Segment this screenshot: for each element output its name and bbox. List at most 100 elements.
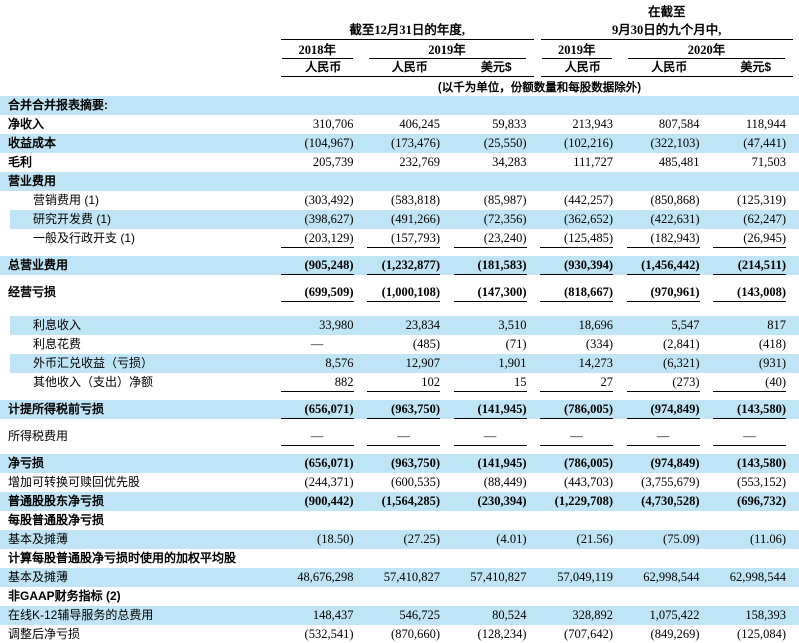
cell-value: 62,998,544 [626, 568, 713, 587]
cell-value-text: (141,945) [453, 400, 527, 419]
currency-label: 美元$ [740, 60, 772, 74]
row-label: 增加可转换可赎回优先股 [8, 475, 141, 489]
cell-value: (1,229,708) [540, 492, 627, 511]
cell-value: (970,961) [626, 283, 713, 302]
row-label: 普通股股东净亏损 [8, 494, 105, 508]
header-note-row: (以千为单位，份额数量和每股数据除外) [0, 80, 799, 96]
cell-value: 3,510 [453, 316, 540, 335]
table-row: 经营亏损 (699,509) (1,000,108) (147,300) (818,66… [0, 283, 799, 302]
cell-value-text: (4.01) [496, 532, 527, 546]
cell-value: (141,945) [453, 454, 540, 473]
cell-value: 12,907 [367, 354, 454, 373]
cell-value: 158,393 [713, 606, 799, 625]
cell-value: (182,943) [626, 229, 713, 248]
cell-value-text: (970,961) [626, 283, 700, 302]
cell-value-text: (870,660) [391, 627, 440, 641]
cell-value: (143,008) [713, 283, 799, 302]
cell-value: (963,750) [367, 400, 454, 419]
cell-value: (157,793) [367, 229, 454, 248]
cell-value-text: 8,576 [325, 356, 354, 370]
cell-value: (104,967) [280, 134, 367, 153]
cell-value-text: (930,394) [540, 256, 613, 275]
cell-value-text: 15 [453, 373, 527, 392]
cell-value-text: 48,676,298 [297, 570, 354, 584]
cell-value: (21.56) [540, 530, 627, 549]
cell-value: (125,084) [713, 625, 799, 643]
cell-value: (786,005) [540, 454, 627, 473]
cell-value: 57,410,827 [453, 568, 540, 587]
header-period-row: 截至12月31日的年度, 在截至 9月30日的九个月中, [0, 3, 799, 40]
table-row: 增加可转换可赎回优先股 (244,371) (600,535) (88,449) (44… [0, 473, 799, 492]
cell-value: (398,627) [280, 210, 367, 229]
cell-value: (553,152) [713, 473, 799, 492]
cell-value-text [627, 172, 700, 190]
cell-value: 80,524 [453, 606, 540, 625]
cell-value: (963,750) [367, 454, 454, 473]
cell-value: (47,441) [713, 134, 799, 153]
cell-value-text: (1,229,708) [554, 494, 613, 508]
cell-value-text: 158,393 [745, 608, 786, 622]
cell-value-text [713, 96, 786, 114]
row-label: 营业费用 [8, 174, 57, 188]
row-label: 其他收入（支出）净额 [33, 375, 154, 389]
row-label: 调整后净亏损 [8, 627, 81, 641]
cell-value-text: (442,257) [564, 193, 613, 207]
header-spacer [0, 3, 280, 40]
cell-value: 546,725 [367, 606, 454, 625]
table-row: 营销费用 (1) (303,492) (583,818) (85,987) (442,2… [0, 191, 799, 210]
cell-value: (696,732) [713, 492, 799, 511]
cell-value: (125,319) [713, 191, 799, 210]
cell-value: 14,273 [540, 354, 627, 373]
cell-value-text: 213,943 [572, 117, 613, 131]
cell-value-text: — [626, 427, 700, 446]
cell-value-text: 3,510 [498, 318, 527, 332]
table-row: 净收入 310,706 406,245 59,833 213,943 807,584 118… [0, 115, 799, 134]
cell-value: (656,071) [280, 400, 367, 419]
cell-value-text: (656,071) [304, 456, 354, 470]
cell-value: (27.25) [367, 530, 454, 549]
cell-value: — [280, 335, 367, 354]
cell-value-text: (786,005) [540, 400, 613, 419]
cell-value-text: 18,696 [578, 318, 613, 332]
cell-value-text: (974,849) [650, 456, 700, 470]
cell-value: (870,660) [367, 625, 454, 643]
cell-value-text [454, 96, 527, 114]
cell-value-text: (181,583) [453, 256, 527, 275]
cell-value: (4.01) [453, 530, 540, 549]
cell-value-text: (963,750) [367, 400, 440, 419]
cell-value-text: (491,266) [391, 212, 440, 226]
cell-value-text: 406,245 [399, 117, 440, 131]
table-row: 计提所得税前亏损 (656,071) (963,750) (141,945) (786,… [0, 400, 799, 419]
currency-label: 人民币 [391, 60, 428, 74]
cell-value-text: — [367, 427, 440, 446]
cell-value: 882 [280, 373, 367, 392]
cell-value-text [454, 549, 527, 567]
cell-value-text: (443,703) [564, 475, 613, 489]
cell-value-text: (230,394) [477, 494, 527, 508]
cell-value: 232,769 [367, 153, 454, 172]
period-nine-months-pretitle: 在截至 [647, 5, 686, 19]
cell-value: (147,300) [453, 283, 540, 302]
cell-value-text: (362,652) [564, 212, 613, 226]
cell-value: (72,356) [453, 210, 540, 229]
cell-value: (974,849) [626, 454, 713, 473]
cell-value: (6,321) [626, 354, 713, 373]
row-label: 收益成本 [8, 136, 57, 150]
cell-value-text: — [453, 427, 527, 446]
cell-value: 62,998,544 [713, 568, 799, 587]
cell-value-text [367, 172, 440, 190]
table-row: 净亏损 (656,071) (963,750) (141,945) (786,005) (… [0, 454, 799, 473]
cell-value: — [453, 427, 540, 446]
cell-value-text: (71) [505, 337, 527, 351]
currency-label: 人民币 [651, 60, 688, 74]
row-label: 净亏损 [8, 456, 45, 470]
cell-value: 213,943 [540, 115, 627, 134]
cell-value-text: (143,008) [713, 283, 786, 302]
cell-value: (11.06) [713, 530, 799, 549]
row-label: 研究开发费 (1) [33, 212, 112, 226]
header-spacer [0, 80, 280, 96]
cell-value-text: (273) [626, 373, 700, 392]
cell-value: (4,730,528) [626, 492, 713, 511]
cell-value-text: (125,319) [737, 193, 786, 207]
